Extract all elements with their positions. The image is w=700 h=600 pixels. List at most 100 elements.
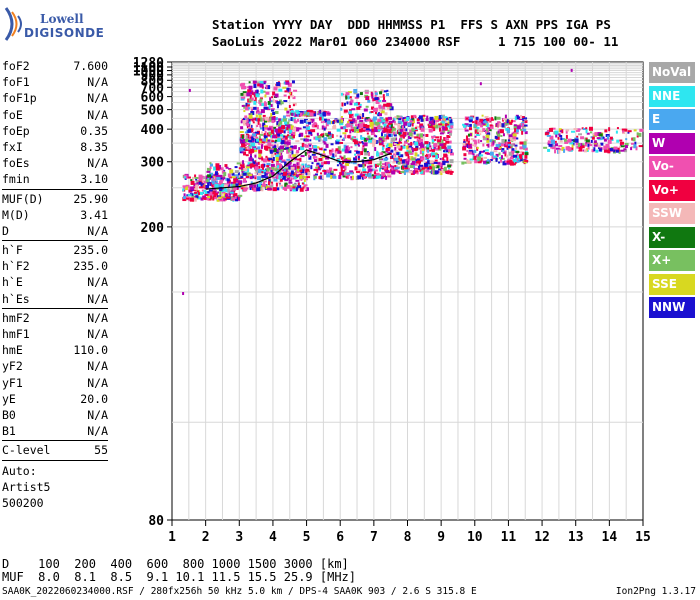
echo-point [510,144,515,147]
echo-point [367,173,372,178]
echo-point [440,114,445,119]
echo-point [449,122,454,127]
echo-point [494,146,499,150]
echo-point [378,104,382,109]
echo-point [276,82,281,87]
echo-point [419,164,424,167]
echo-point [350,176,353,179]
echo-point [593,142,598,147]
echo-point [247,103,251,106]
echo-point [249,176,253,180]
echo-point [337,149,341,154]
echo-point [225,194,229,198]
echo-point [246,104,250,107]
echo-point [308,147,312,151]
echo-point [250,110,255,115]
echo-point [591,149,595,153]
echo-point [246,86,250,89]
echo-point [585,139,590,143]
echo-point [243,184,248,189]
echo-point [351,175,354,180]
echo-point [290,124,293,127]
echo-point [575,142,579,146]
echo-point [280,142,283,145]
echo-point [416,138,419,142]
echo-point [275,187,280,191]
y-tick-label: 1280 [133,56,164,71]
echo-point [241,104,245,107]
echo-point [281,175,286,180]
echo-point [343,159,348,163]
echo-point [204,185,207,190]
echo-point [346,123,351,128]
echo-point [283,169,286,172]
echo-point [322,169,327,172]
echo-point [250,166,253,169]
echo-point [264,140,269,143]
echo-point [267,101,271,106]
echo-point [385,117,389,122]
echo-point [317,134,322,138]
echo-point [513,124,517,127]
echo-point [505,122,510,125]
echo-point [504,139,507,143]
echo-point [321,174,324,179]
echo-point [465,135,468,140]
echo-point [356,141,360,144]
param-row: foF1p N/A [2,90,108,106]
echo-point [285,163,289,167]
echo-point [489,159,493,162]
echo-point [373,107,376,112]
echo-point [382,175,386,178]
echo-point [312,112,317,117]
echo-point [309,139,312,142]
echo-point [370,137,373,141]
echo-point [624,149,628,153]
echo-point [598,133,603,137]
echo-point [304,110,307,114]
param-row: hmE 110.0 [2,342,108,358]
echo-point [412,142,416,145]
echo-point [205,175,210,180]
echo-point [369,165,373,168]
echo-point [240,96,245,99]
echo-point [249,146,252,149]
echo-point [547,140,551,144]
echo-point [502,133,505,137]
echo-point [485,134,490,139]
echo-point [379,140,382,143]
echo-point [359,120,364,123]
echo-point [290,117,293,122]
echo-point [291,159,294,162]
echo-point [505,141,508,146]
echo-point [442,128,445,133]
echo-point [375,135,378,138]
echo-point [498,157,502,160]
echo-point [277,171,280,175]
echo-point [479,82,482,86]
echo-point [354,166,358,171]
echo-point [518,117,523,120]
echo-point [417,160,422,164]
echo-point [438,117,442,121]
echo-point [247,168,250,173]
echo-point [284,144,289,147]
echo-point [291,174,294,178]
echo-point [427,153,431,158]
echo-point [597,138,602,141]
echo-point [295,151,299,156]
echo-point [236,195,240,199]
echo-point [512,154,517,158]
echo-point [467,123,472,127]
echo-point [286,175,290,178]
echo-point [269,149,273,154]
echo-point [411,118,414,121]
echo-point [448,132,452,136]
echo-point [380,110,385,114]
echo-point [299,164,303,169]
echo-point [375,126,378,130]
echo-point [494,135,498,139]
echo-point [585,129,588,134]
echo-point [547,129,550,132]
echo-point [266,162,271,166]
